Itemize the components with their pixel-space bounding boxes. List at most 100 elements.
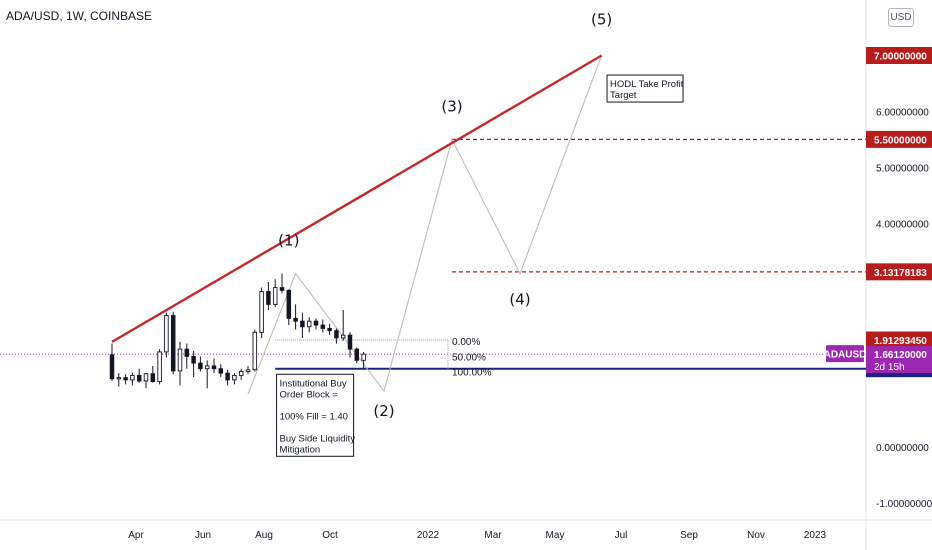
price-tag-bg — [866, 263, 932, 281]
candle — [272, 279, 278, 308]
candle-body — [306, 320, 312, 328]
candle-body — [266, 291, 271, 305]
current-price-label: 1.66120000 — [874, 350, 927, 361]
candle — [252, 329, 258, 372]
annotation-box — [606, 74, 684, 103]
candle-body — [184, 348, 190, 357]
candle — [245, 365, 251, 375]
candle — [354, 347, 360, 364]
candle — [184, 343, 190, 369]
candle — [157, 349, 162, 385]
symbol-tag: ADAUSD — [824, 345, 867, 363]
candle — [266, 282, 271, 310]
y-tick-label: 4.00000000 — [876, 219, 929, 230]
x-tick-label: Jul — [615, 530, 628, 541]
candle — [300, 312, 305, 338]
candle — [232, 373, 237, 385]
candle-body — [191, 355, 196, 364]
candle-body — [252, 331, 258, 371]
candle — [347, 332, 353, 358]
annotation-text: Mitigation — [280, 444, 321, 455]
fib-level-label: 0.00% — [452, 337, 480, 348]
candle-body — [334, 330, 339, 339]
x-tick-label: Apr — [128, 530, 144, 541]
candle-body — [198, 362, 203, 370]
candle — [225, 369, 230, 386]
price-tag-label: 3.13178183 — [874, 268, 927, 279]
elliott-wave-path — [247, 55, 603, 395]
candle — [177, 341, 183, 386]
wave-label: (2) — [373, 402, 394, 420]
current-price-bg — [866, 346, 932, 374]
candle — [306, 317, 312, 333]
candle-body — [238, 371, 244, 376]
x-tick-label: Nov — [747, 530, 765, 541]
x-tick-label: May — [546, 530, 565, 541]
annotation-text: Buy Side Liquidity — [280, 433, 356, 444]
candle-body — [130, 374, 135, 381]
candle — [259, 287, 264, 338]
candle — [320, 319, 326, 333]
x-tick-label: 2022 — [417, 530, 440, 541]
y-tick-label: 0.00000000 — [876, 443, 929, 454]
candle — [293, 304, 298, 330]
candle — [286, 289, 292, 326]
annotation-text: Order Block = — [280, 389, 339, 400]
annotation-box — [276, 373, 355, 457]
symbol-title: ADA/USD, 1W, COINBASE — [6, 9, 153, 23]
x-tick-label: Oct — [322, 530, 338, 541]
candle-body — [225, 372, 230, 381]
candle-body — [300, 320, 305, 328]
candle-body — [354, 348, 360, 361]
candle — [361, 351, 366, 369]
y-tick-label: 5.00000000 — [876, 163, 929, 174]
candle — [218, 364, 224, 378]
candle-body — [150, 373, 156, 383]
candle-body — [259, 291, 264, 333]
candle — [109, 343, 115, 382]
candle — [143, 373, 149, 389]
bar-countdown: 2d 15h — [874, 362, 905, 373]
candle — [313, 318, 319, 330]
candle-body — [320, 324, 326, 329]
candle-body — [211, 365, 217, 370]
candle-body — [136, 374, 142, 382]
wave-label: (4) — [509, 290, 530, 308]
annotation-text: Target — [610, 90, 637, 101]
candle-body — [361, 353, 366, 361]
candle-body — [164, 315, 169, 353]
annotation-text: Institutional Buy — [280, 378, 347, 389]
candle-body — [232, 374, 237, 381]
candle — [204, 360, 210, 389]
price-tag: 7.00000000 — [866, 46, 932, 64]
candle — [191, 350, 196, 378]
symbol-tag-label: ADAUSD — [824, 350, 867, 361]
symbol-tag-bg — [826, 345, 864, 363]
price-tag-bg — [866, 130, 932, 148]
price-tag-bg — [866, 46, 932, 64]
price-tag-label: 1.91293450 — [874, 336, 927, 347]
price-tag: 1.91293450 — [866, 331, 932, 349]
wave-label: (5) — [591, 11, 612, 29]
candle — [164, 312, 169, 358]
candle-body — [143, 373, 149, 382]
candle — [136, 368, 142, 383]
x-tick-label: Sep — [680, 530, 698, 541]
candle — [123, 374, 128, 385]
candle — [327, 323, 332, 336]
price-tag-label: 5.50000000 — [874, 135, 927, 146]
candle-body — [340, 334, 346, 339]
y-tick-label: -1.00000000 — [876, 499, 932, 510]
candle — [130, 372, 135, 386]
candle-body — [177, 348, 183, 372]
x-tick-label: Mar — [484, 530, 502, 541]
candle-body — [218, 368, 224, 374]
candle — [150, 365, 156, 383]
candle — [334, 328, 339, 344]
candle-body — [157, 351, 162, 383]
currency-button[interactable]: USD — [888, 8, 914, 27]
x-tick-label: 2023 — [804, 530, 827, 541]
candle — [170, 311, 176, 375]
